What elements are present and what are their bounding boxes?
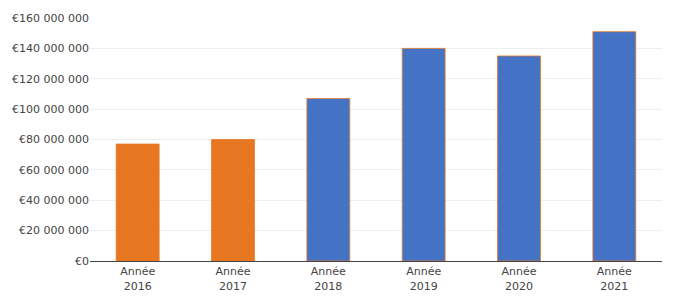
svg-text:€20 000 000: €20 000 000 (19, 224, 89, 237)
svg-text:Année2019: Année2019 (406, 265, 441, 292)
svg-text:€60 000 000: €60 000 000 (19, 164, 89, 177)
svg-text:€40 000 000: €40 000 000 (19, 194, 89, 207)
svg-text:Année2018: Année2018 (311, 265, 346, 292)
svg-text:€160 000 000: €160 000 000 (12, 12, 89, 25)
svg-text:€0: €0 (75, 255, 89, 268)
svg-text:€140 000 000: €140 000 000 (12, 42, 89, 55)
svg-text:Année2016: Année2016 (120, 265, 155, 292)
svg-text:€80 000 000: €80 000 000 (19, 133, 89, 146)
svg-text:€120 000 000: €120 000 000 (12, 73, 89, 86)
svg-text:Année2017: Année2017 (215, 265, 250, 292)
svg-text:€100 000 000: €100 000 000 (12, 103, 89, 116)
svg-text:Année2021: Année2021 (597, 265, 632, 292)
svg-text:Année2020: Année2020 (501, 265, 536, 292)
